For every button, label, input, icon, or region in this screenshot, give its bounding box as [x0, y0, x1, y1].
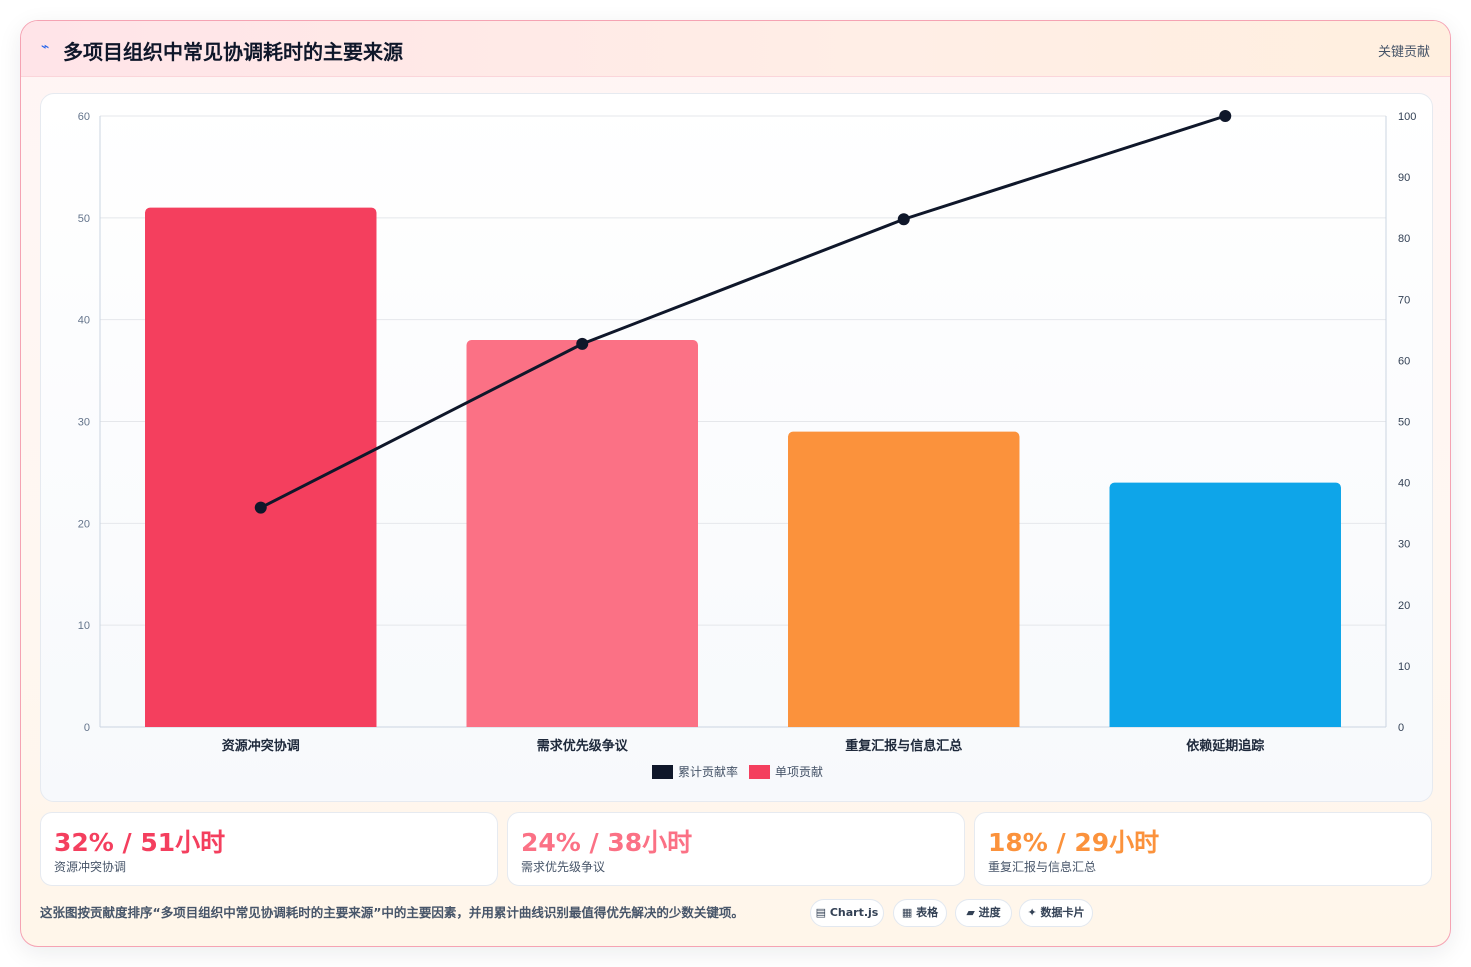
- cumulative-point: [1219, 110, 1232, 122]
- y-right-tick-label: 60: [1398, 355, 1410, 367]
- stat-card-1: 32% / 51小时 资源冲突协调: [40, 812, 498, 886]
- y-right-tick-label: 20: [1398, 600, 1410, 612]
- bar: [1109, 482, 1341, 727]
- cumulative-point: [576, 337, 589, 350]
- header-tag: 关键贡献: [1377, 45, 1430, 60]
- stat-value: 32% / 51小时: [54, 828, 226, 857]
- y-left-tick-label: 30: [78, 417, 90, 429]
- y-left-tick-label: 60: [78, 111, 90, 123]
- y-left-tick-label: 0: [84, 722, 90, 734]
- chart-panel: 0 10 20 30 40 50 60 0 10 20 30 40 50 60 70 80 90 100 资源冲突协…: [40, 93, 1433, 802]
- legend-label: 累计贡献率: [678, 764, 738, 779]
- y-right-tick-label: 0: [1398, 722, 1404, 734]
- bar-base: [1109, 721, 1341, 727]
- bar-base: [466, 721, 698, 727]
- pareto-chart: 0 10 20 30 40 50 60 0 10 20 30 40 50 60 70 80 90 100 资源冲突协…: [78, 110, 1416, 779]
- stat-label: 需求优先级争议: [521, 860, 606, 874]
- bar: [788, 431, 1020, 727]
- chip-chartjs[interactable]: ▤ Chart.js: [810, 899, 884, 927]
- stat-label: 重复汇报与信息汇总: [988, 860, 1097, 874]
- bar-base: [145, 721, 377, 727]
- stat-card-3: 18% / 29小时 重复汇报与信息汇总: [974, 812, 1432, 886]
- y-right-tick-label: 70: [1398, 294, 1410, 306]
- stat-cards: 32% / 51小时 资源冲突协调 24% / 38小时 需求优先级争议 18%…: [40, 812, 1432, 886]
- stat-card-2: 24% / 38小时 需求优先级争议: [507, 812, 965, 886]
- chip-table[interactable]: ▦ 表格: [893, 899, 947, 927]
- bar: [145, 207, 377, 727]
- legend-swatch: [652, 765, 673, 779]
- bar-base: [788, 721, 1020, 727]
- y-right-tick-label: 100: [1398, 111, 1416, 123]
- cumulative-point: [897, 213, 910, 226]
- y-right-tick-label: 30: [1398, 539, 1410, 551]
- cumulative-point: [254, 501, 267, 514]
- chip-progress[interactable]: ▰ 进度: [955, 899, 1012, 927]
- y-right-tick-label: 80: [1398, 233, 1410, 245]
- y-left-tick-label: 20: [78, 518, 90, 530]
- pulse-icon: ⌁: [41, 39, 50, 55]
- y-right-tick-label: 90: [1398, 172, 1410, 184]
- stat-label: 资源冲突协调: [54, 860, 127, 874]
- y-right-tick-label: 40: [1398, 478, 1410, 490]
- legend-label: 单项贡献: [775, 764, 823, 779]
- x-tick-label: 重复汇报与信息汇总: [845, 738, 962, 753]
- chip-data-card[interactable]: ✦ 数据卡片: [1019, 899, 1093, 927]
- legend-swatch: [749, 765, 770, 779]
- stat-value: 18% / 29小时: [988, 828, 1160, 857]
- stat-value: 24% / 38小时: [521, 828, 693, 857]
- card-header: ⌁ 多项目组织中常见协调耗时的主要来源 关键贡献: [21, 21, 1450, 77]
- bar: [466, 340, 698, 727]
- page-title: 多项目组织中常见协调耗时的主要来源: [63, 40, 403, 64]
- chart-card: ⌁ 多项目组织中常见协调耗时的主要来源 关键贡献 0 10 20 30 40 50 60 0 1…: [20, 20, 1451, 947]
- footer-note: 这张图按贡献度排序“多项目组织中常见协调耗时的主要来源”中的主要因素，并用累计曲…: [40, 905, 744, 920]
- x-tick-label: 需求优先级争议: [537, 738, 629, 753]
- x-tick-label: 资源冲突协调: [222, 738, 300, 753]
- y-left-tick-label: 50: [78, 213, 90, 225]
- cumulative-line: [260, 114, 1226, 509]
- y-right-tick-label: 10: [1398, 661, 1410, 673]
- y-left-tick-label: 10: [78, 620, 90, 632]
- y-left-tick-label: 40: [78, 315, 90, 327]
- y-right-tick-label: 50: [1398, 417, 1410, 429]
- x-tick-label: 依赖延期追踪: [1186, 738, 1264, 753]
